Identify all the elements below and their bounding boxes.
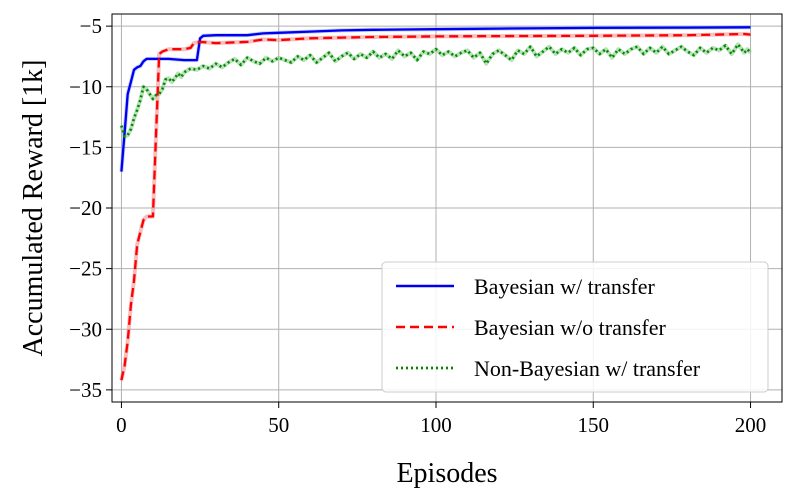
x-tick-label: 100 bbox=[420, 413, 452, 437]
series-line-0 bbox=[120, 26, 751, 172]
y-axis-label: Accumulated Reward [1k] bbox=[18, 60, 49, 357]
legend-label-1: Bayesian w/o transfer bbox=[474, 315, 666, 340]
series-line-1 bbox=[120, 32, 751, 381]
legend-label-0: Bayesian w/ transfer bbox=[474, 274, 655, 299]
series-lines bbox=[120, 26, 752, 381]
legend-label-2: Non-Bayesian w/ transfer bbox=[474, 356, 701, 381]
tick-labels: 0 50 100 150 200 −35 −30 −25 −20 −15 −10 −5 bbox=[69, 14, 766, 437]
y-tick-label: −10 bbox=[69, 75, 102, 99]
y-tick-label: −20 bbox=[69, 196, 102, 220]
y-tick-label: −30 bbox=[69, 317, 102, 341]
y-tick-label: −25 bbox=[69, 257, 102, 281]
tick-marks bbox=[106, 25, 752, 408]
x-axis-label: Episodes bbox=[396, 458, 497, 489]
legend: Bayesian w/ transfer Bayesian w/o transfe… bbox=[381, 261, 769, 393]
x-tick-label: 150 bbox=[578, 413, 610, 437]
y-tick-label: −15 bbox=[69, 135, 102, 159]
series-line-2 bbox=[120, 42, 752, 138]
x-tick-label: 0 bbox=[116, 413, 127, 437]
y-tick-label: −35 bbox=[69, 378, 102, 402]
x-tick-label: 200 bbox=[735, 413, 767, 437]
x-tick-label: 50 bbox=[268, 413, 289, 437]
legend-box bbox=[381, 261, 769, 393]
y-tick-label: −5 bbox=[80, 14, 102, 38]
